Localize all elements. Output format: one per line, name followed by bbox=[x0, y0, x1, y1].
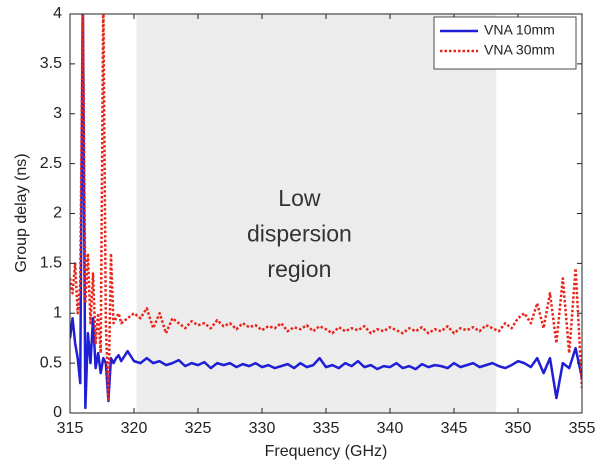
y-tick-label: 3.5 bbox=[40, 55, 62, 72]
x-axis-label: Frequency (GHz) bbox=[265, 443, 388, 460]
x-tick-label: 350 bbox=[505, 420, 532, 437]
x-tick-label: 345 bbox=[441, 420, 468, 437]
y-tick-label: 2 bbox=[53, 205, 62, 222]
legend-box bbox=[433, 16, 577, 70]
annotation: dispersion bbox=[247, 221, 352, 247]
x-tick-label: 355 bbox=[569, 420, 596, 437]
axes: 315 320 325 330 335 340 345 350 355 0 0.5 1 1.5 2 2.5 3… bbox=[40, 5, 596, 437]
x-tick-label: 320 bbox=[121, 420, 148, 437]
annotation: region bbox=[267, 256, 331, 282]
plot-background: Low dispersion region bbox=[136, 14, 497, 413]
x-tick-label: 335 bbox=[313, 420, 340, 437]
legend: VNA 10mm VNA 30mm bbox=[433, 16, 577, 70]
x-tick-label: 330 bbox=[249, 420, 276, 437]
legend-label: VNA 30mm bbox=[484, 42, 555, 58]
x-tick-label: 315 bbox=[57, 420, 84, 437]
shaded-region bbox=[136, 14, 497, 413]
y-tick-label: 1.5 bbox=[40, 255, 62, 272]
y-tick-label: 2.5 bbox=[40, 155, 62, 172]
legend-label: VNA 10mm bbox=[484, 22, 555, 38]
y-tick-label: 1 bbox=[53, 304, 62, 321]
plot-lines bbox=[70, 14, 582, 410]
y-tick-label: 0.5 bbox=[40, 354, 62, 371]
y-tick-label: 3 bbox=[53, 105, 62, 122]
x-tick-label: 325 bbox=[185, 420, 212, 437]
series-line bbox=[70, 14, 582, 403]
y-axis-label: Group delay (ns) bbox=[13, 153, 30, 272]
annotation: Low bbox=[278, 185, 321, 211]
y-tick-label: 0 bbox=[53, 404, 62, 421]
x-tick-label: 340 bbox=[377, 420, 404, 437]
y-tick-label: 4 bbox=[53, 5, 62, 22]
